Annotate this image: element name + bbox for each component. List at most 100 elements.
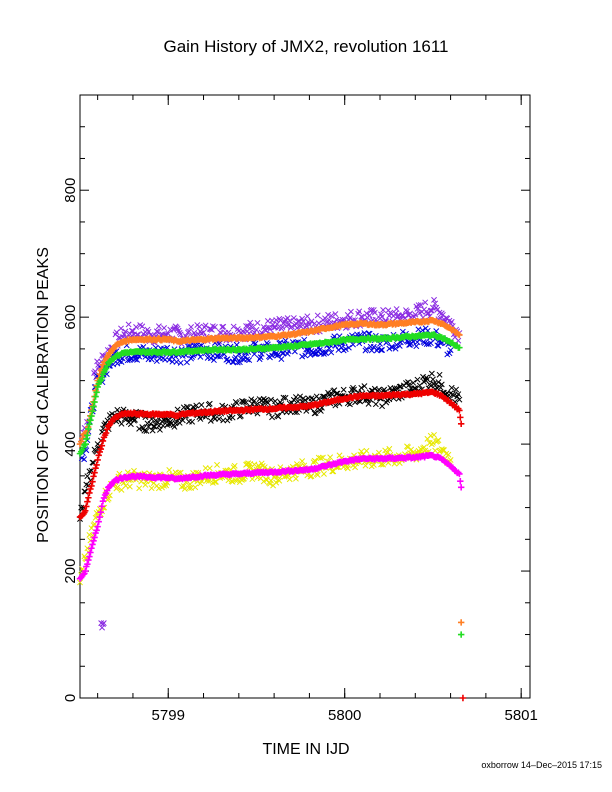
data-point: [82, 507, 89, 514]
data-point: [81, 441, 88, 449]
data-point: [98, 442, 106, 449]
data-point: [249, 476, 256, 483]
data-point: [188, 324, 195, 330]
data-point: [85, 494, 92, 501]
data-point: [441, 447, 447, 454]
data-point: [166, 467, 173, 473]
data-point: [435, 379, 442, 386]
data-point: [196, 323, 203, 330]
data-point: [241, 399, 247, 406]
data-point: [96, 513, 103, 521]
data-point: [448, 318, 455, 325]
plot-frame: [79, 94, 531, 699]
data-point: [149, 427, 156, 434]
data-point: [389, 344, 396, 351]
x-tick-label: 5801: [504, 707, 537, 724]
data-point: [405, 444, 411, 451]
data-point: [314, 471, 321, 478]
data-point: [248, 396, 255, 403]
data-point: [386, 445, 393, 452]
data-point: [448, 384, 455, 391]
data-point: [447, 347, 454, 354]
data-point: [82, 567, 89, 575]
data-point: [356, 308, 363, 315]
data-point: [431, 431, 437, 438]
data-point: [186, 485, 192, 491]
data-point: [179, 417, 186, 424]
data-point: [122, 328, 129, 335]
data-point: [166, 357, 173, 363]
data-point: [88, 482, 95, 490]
data-point: [98, 503, 106, 510]
data-point: [358, 384, 365, 391]
data-point: [320, 470, 327, 477]
data-point: [95, 452, 102, 459]
data-point: [371, 309, 378, 316]
data-point: [431, 380, 437, 387]
data-point: [124, 357, 131, 364]
data-point: [450, 392, 457, 399]
data-point: [216, 415, 223, 422]
data-point: [77, 438, 85, 445]
data-point: [278, 356, 285, 363]
data-point: [380, 461, 387, 468]
data-point: [396, 383, 403, 390]
data-point: [92, 514, 99, 521]
data-point: [257, 354, 264, 361]
data-point: [358, 448, 365, 455]
data-point: [77, 579, 83, 586]
data-point: [427, 382, 434, 389]
data-point: [114, 484, 121, 491]
data-point: [456, 396, 463, 403]
data-point: [396, 342, 403, 349]
data-point: [87, 416, 94, 424]
data-points: [76, 296, 467, 702]
data-point: [200, 329, 207, 336]
data-point: [300, 318, 307, 325]
data-point: [416, 382, 423, 389]
data-point: [345, 344, 352, 351]
axis-ticks: 0 200 400 600 800 5799 5800 5801: [62, 94, 538, 724]
data-point: [229, 414, 236, 421]
data-point: [336, 452, 343, 459]
data-point: [247, 319, 254, 326]
data-point: [219, 402, 226, 409]
data-point: [335, 346, 342, 353]
data-point: [411, 385, 418, 392]
data-point: [432, 300, 439, 307]
data-point: [436, 371, 443, 378]
data-point: [206, 465, 213, 472]
data-point: [251, 461, 258, 468]
data-point: [428, 370, 435, 377]
y-tick-label: 400: [62, 432, 79, 457]
data-point: [177, 331, 184, 338]
data-point: [435, 437, 442, 444]
data-point: [84, 560, 91, 568]
data-point: [374, 345, 381, 352]
data-point: [384, 449, 391, 456]
data-point: [215, 353, 222, 360]
data-point: [86, 468, 93, 475]
data-point: [424, 310, 431, 317]
data-point: [89, 478, 96, 485]
y-tick-label: 200: [62, 559, 79, 584]
data-point: [92, 393, 99, 400]
data-point: [437, 384, 444, 391]
data-point: [220, 323, 227, 330]
data-point: [186, 328, 192, 335]
data-point: [279, 350, 286, 357]
data-point: [417, 302, 424, 308]
data-point: [89, 407, 96, 415]
data-point: [286, 317, 293, 324]
data-point: [312, 409, 319, 416]
data-point: [217, 353, 224, 360]
data-point: [269, 414, 275, 421]
data-point: [323, 350, 329, 357]
data-point: [340, 386, 347, 393]
data-point: [457, 478, 464, 485]
data-point: [87, 485, 94, 493]
data-point: [432, 447, 439, 454]
data-point: [88, 412, 95, 420]
data-point: [206, 400, 213, 407]
